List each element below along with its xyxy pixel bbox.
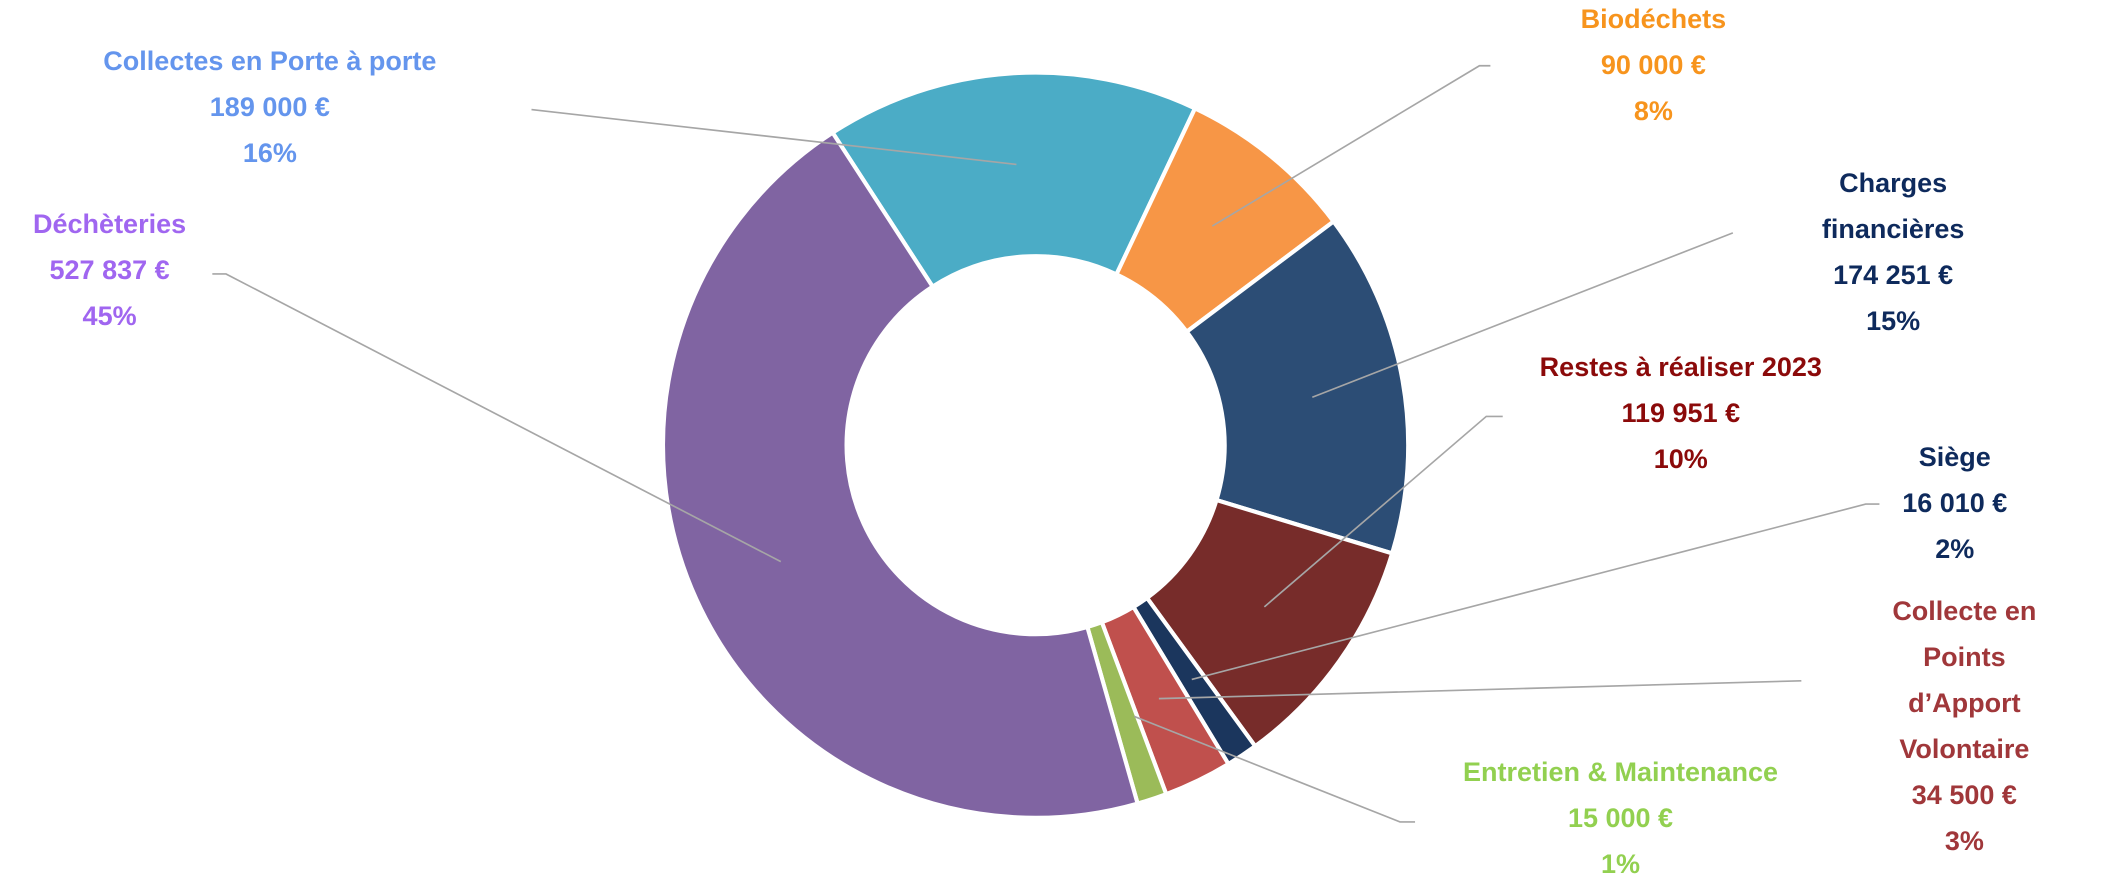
leader-line xyxy=(212,273,782,563)
data-label: Collecte en Points d’Apport Volontaire 34… xyxy=(1884,588,2046,864)
leader-line xyxy=(1312,232,1734,399)
donut-segment xyxy=(1183,218,1411,556)
leader-line xyxy=(1158,679,1802,700)
label-value: 16 010 € xyxy=(1902,488,2008,519)
leader-line xyxy=(1263,415,1503,608)
label-percent: 15% xyxy=(1866,306,1921,337)
label-name: Biodéchets xyxy=(1580,3,1727,34)
label-value: 189 000 € xyxy=(209,92,330,123)
label-value: 34 500 € xyxy=(1911,779,2017,810)
label-name: Collectes en Porte à porte xyxy=(103,46,437,77)
label-name: Entretien & Maintenance xyxy=(1462,757,1779,788)
label-name: Charges financières xyxy=(1821,168,1965,245)
data-label: Entretien & Maintenance 15 000 € 1% xyxy=(1463,749,1778,887)
leader-line xyxy=(531,108,1017,166)
label-percent: 16% xyxy=(242,138,297,169)
donut-segment xyxy=(660,129,1141,820)
label-name: Restes à réaliser 2023 xyxy=(1539,351,1822,382)
label-value: 119 951 € xyxy=(1621,397,1741,428)
label-name: Collecte en Points d’Apport Volontaire xyxy=(1892,595,2037,764)
label-value: 527 837 € xyxy=(49,255,170,286)
label-percent: 1% xyxy=(1601,849,1641,880)
label-value: 174 251 € xyxy=(1833,260,1954,291)
data-label: Restes à réaliser 2023 119 951 € 10% xyxy=(1540,344,1822,482)
leader-line xyxy=(1211,64,1491,227)
label-percent: 3% xyxy=(1944,825,1984,856)
label-percent: 45% xyxy=(82,301,137,332)
label-value: 90 000 € xyxy=(1600,49,1706,80)
label-percent: 10% xyxy=(1653,443,1708,474)
leader-line xyxy=(1191,503,1880,681)
label-name: Siège xyxy=(1918,442,1991,473)
data-label: Déchèteries 527 837 € 45% xyxy=(33,201,186,339)
data-label: Charges financières 174 251 € 15% xyxy=(1777,160,2010,344)
label-name: Déchèteries xyxy=(33,209,187,240)
label-value: 15 000 € xyxy=(1567,803,1674,834)
label-percent: 8% xyxy=(1633,95,1673,126)
data-label: Collectes en Porte à porte 189 000 € 16% xyxy=(103,38,436,176)
label-percent: 2% xyxy=(1935,534,1975,565)
leader-line xyxy=(1133,715,1416,823)
donut-segment xyxy=(829,70,1198,290)
data-label: Siège 16 010 € 2% xyxy=(1902,434,2007,572)
data-label: Biodéchets 90 000 € 8% xyxy=(1581,0,1727,134)
